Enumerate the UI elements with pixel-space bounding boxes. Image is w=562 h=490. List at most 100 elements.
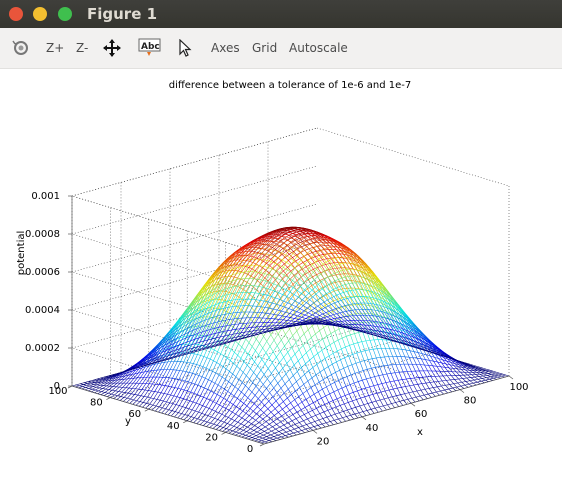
mesh-line-y (313, 393, 318, 401)
maximize-window-button[interactable] (58, 7, 72, 21)
mesh-line-x (208, 401, 214, 409)
mesh-line-x (266, 434, 271, 437)
mesh-line-x (251, 338, 257, 347)
mesh-line-x (309, 426, 314, 429)
mesh-line-x (391, 301, 396, 309)
mesh-line-y (321, 398, 325, 405)
mesh-line-x (175, 337, 181, 347)
plot-canvas[interactable]: 20 40 60 80 100 0 20 40 60 80 100 0 0.0002 0.0004 0.00… (0, 69, 562, 490)
mesh-line-x (200, 308, 206, 318)
mesh-line-x (216, 420, 222, 426)
mesh-line-x (263, 368, 269, 375)
zoom-out-button[interactable]: Z- (76, 41, 89, 55)
autoscale-button[interactable]: Autoscale (289, 41, 348, 55)
mesh-line-y (272, 270, 277, 277)
mesh-line-y (256, 413, 260, 417)
mesh-line-x (346, 334, 351, 337)
mesh-line-x (168, 403, 174, 410)
mesh-line-x (322, 416, 328, 419)
mesh-line-x (330, 382, 335, 385)
mesh-line-x (355, 289, 361, 297)
mesh-line-y (229, 334, 233, 339)
mesh-line-y (407, 364, 412, 372)
mesh-line-x (446, 360, 451, 363)
mesh-line-x (355, 322, 360, 324)
mesh-line-x (433, 360, 438, 363)
title-bar[interactable]: Figure 1 (0, 0, 562, 28)
mesh-line-x (259, 336, 264, 344)
mesh-line-x (286, 425, 292, 429)
minimize-window-button[interactable] (33, 7, 47, 21)
mesh-line-y (219, 329, 223, 332)
mesh-line-y (240, 428, 244, 431)
axes-button[interactable]: Axes (211, 41, 240, 55)
mesh-line-y (305, 273, 309, 280)
mesh-line-x (298, 302, 303, 308)
mesh-line-x (258, 437, 263, 440)
mesh-line-y (283, 401, 287, 407)
mesh-line-y (304, 374, 309, 382)
mesh-line-y (378, 406, 383, 412)
mesh-line-y (279, 267, 284, 273)
rotate-button[interactable] (12, 28, 30, 68)
mesh-line-x (343, 409, 348, 412)
mesh-line-y (249, 261, 253, 263)
mesh-line-x (305, 359, 310, 364)
floor-gridline (218, 344, 412, 404)
mesh-line-y (248, 299, 253, 306)
mesh-line-x (357, 260, 363, 268)
mesh-line-y (198, 411, 202, 414)
mesh-line-y (329, 393, 334, 401)
mesh-line-y (274, 251, 278, 257)
pan-button[interactable] (103, 28, 121, 68)
mesh-line-x (166, 394, 171, 403)
zoom-in-button[interactable]: Z+ (46, 41, 65, 55)
mesh-line-x (321, 395, 326, 399)
mesh-line-y (170, 394, 174, 397)
mesh-line-x (191, 410, 196, 417)
mesh-line-y (240, 298, 244, 306)
mesh-line-x (277, 415, 282, 420)
mesh-line-x (335, 405, 341, 408)
mesh-line-x (262, 240, 268, 245)
mesh-line-y (172, 410, 176, 412)
mesh-line-x (203, 389, 208, 398)
mesh-line-x (298, 240, 303, 244)
mesh-line-x (230, 256, 235, 262)
mesh-line-x (380, 390, 386, 393)
mesh-line-x (497, 375, 502, 378)
mesh-line-y (269, 276, 274, 283)
select-button[interactable] (178, 28, 192, 68)
grid-button[interactable]: Grid (252, 41, 278, 55)
mesh-line-x (315, 413, 320, 416)
mesh-line-x (221, 368, 227, 378)
mesh-line-x (273, 333, 279, 341)
mesh-line-y (217, 419, 222, 422)
mesh-line-y (220, 396, 224, 399)
mesh-line-x (449, 383, 454, 385)
mesh-line-x (268, 233, 274, 236)
mesh-line-y (205, 335, 209, 338)
mesh-line-y (196, 364, 200, 366)
mesh-line-y (238, 379, 243, 383)
mesh-line-y (167, 393, 171, 396)
surface-plot[interactable]: 2040608010002040608010000.00020.00040.00… (0, 69, 562, 490)
mesh-line-x (229, 363, 234, 372)
mesh-line-y (323, 411, 328, 418)
mesh-line-y (218, 412, 222, 415)
close-window-button[interactable] (9, 7, 23, 21)
mesh-line-y (261, 319, 265, 325)
mesh-line-x (457, 366, 463, 368)
mesh-line-x (227, 418, 232, 424)
mesh-line-x (326, 257, 331, 260)
text-tool-button[interactable]: Abc (138, 28, 162, 68)
mesh-line-y (413, 384, 418, 392)
mesh-line-y (221, 265, 226, 272)
mesh-line-y (226, 322, 230, 325)
mesh-line-y (392, 320, 397, 328)
mesh-line-y (245, 301, 249, 305)
mesh-line-y (221, 314, 226, 322)
mesh-line-y (288, 340, 293, 348)
mesh-line-x (197, 413, 202, 419)
mesh-line-y (244, 298, 249, 306)
